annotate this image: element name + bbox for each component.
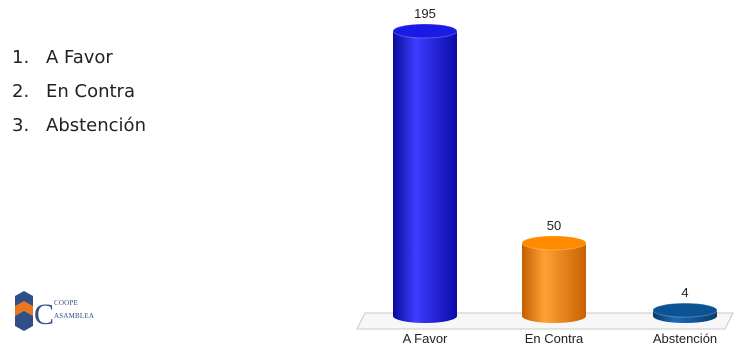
option-label: A Favor bbox=[46, 46, 113, 68]
option-label: Abstención bbox=[46, 114, 146, 136]
option-item-en-contra: 2. En Contra bbox=[12, 74, 146, 108]
data-label: 50 bbox=[547, 218, 561, 233]
option-number: 1. bbox=[12, 46, 30, 68]
bar bbox=[522, 242, 586, 323]
option-number: 3. bbox=[12, 114, 30, 136]
category-label: Abstención bbox=[653, 331, 717, 346]
bar bbox=[393, 31, 457, 323]
coope-asamblea-logo: C COOPE ASAMBLEA bbox=[14, 290, 124, 332]
svg-text:C: C bbox=[34, 298, 54, 331]
bar-top bbox=[521, 235, 587, 251]
option-number: 2. bbox=[12, 80, 30, 102]
category-label: En Contra bbox=[525, 331, 584, 346]
logo-text-bottom: ASAMBLEA bbox=[54, 312, 95, 320]
data-label: 195 bbox=[414, 6, 436, 21]
data-label: 4 bbox=[681, 285, 688, 300]
option-label: En Contra bbox=[46, 80, 135, 102]
option-item-a-favor: 1. A Favor bbox=[12, 40, 146, 74]
options-list: 1. A Favor 2. En Contra 3. Abstención bbox=[12, 40, 146, 142]
logo-text-top: COOPE bbox=[54, 299, 78, 307]
category-label: A Favor bbox=[403, 331, 448, 346]
logo-hexagon-icon: C bbox=[15, 291, 54, 331]
bar-top bbox=[652, 302, 718, 318]
option-item-abstencion: 3. Abstención bbox=[12, 108, 146, 142]
bar-top bbox=[392, 23, 458, 39]
